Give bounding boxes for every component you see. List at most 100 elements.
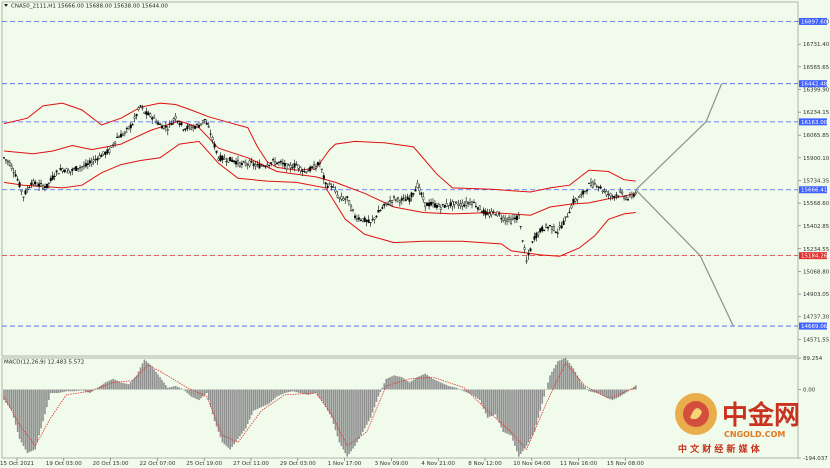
- candle-body: [194, 126, 197, 129]
- macd-bar: [416, 377, 419, 390]
- macd-bar: [414, 378, 417, 390]
- macd-bar: [280, 389, 282, 395]
- candle-body: [20, 190, 23, 192]
- candle-body: [209, 133, 212, 135]
- candle-body: [379, 210, 382, 212]
- level-label-4: 15184.26: [801, 254, 828, 260]
- macd-bar: [206, 389, 208, 394]
- candle-body: [92, 159, 95, 162]
- candle-body: [533, 236, 536, 240]
- candle-body: [225, 160, 228, 163]
- macd-bar: [609, 389, 612, 400]
- macd-bar: [268, 389, 270, 404]
- candle-body: [94, 158, 97, 160]
- candle-body: [359, 219, 362, 221]
- candle-body: [266, 164, 269, 167]
- candle-body: [108, 148, 111, 153]
- candle-body: [84, 163, 87, 167]
- candle-body: [141, 107, 144, 109]
- macd-bar: [274, 389, 276, 399]
- candle-body: [455, 201, 458, 204]
- macd-bar: [344, 389, 347, 454]
- macd-bar: [301, 389, 304, 394]
- candle-body: [418, 187, 421, 191]
- x-tick-label-10: 8 Nov 12:00: [468, 461, 502, 467]
- candle-body: [513, 217, 516, 220]
- candle-body: [268, 164, 271, 166]
- candle-body: [326, 185, 329, 188]
- macd-bar: [523, 389, 526, 449]
- macd-bar: [260, 389, 263, 408]
- macd-bar: [225, 389, 228, 446]
- macd-bar: [599, 389, 602, 395]
- candle-body: [523, 247, 526, 250]
- candle-body: [422, 196, 425, 201]
- candle-body: [30, 182, 33, 186]
- candle-body: [484, 210, 487, 216]
- candle-body: [391, 200, 394, 203]
- macd-bar: [270, 389, 272, 402]
- macd-bar: [420, 375, 423, 390]
- level-box-3: [799, 186, 827, 194]
- macd-bar: [601, 389, 604, 396]
- macd-bar: [625, 389, 627, 393]
- candle-body: [572, 198, 575, 204]
- x-tick-label-11: 10 Nov 04:00: [513, 461, 551, 467]
- macd-bar: [57, 389, 60, 394]
- candle-body: [508, 217, 511, 220]
- macd-bar: [16, 389, 19, 432]
- macd-bar: [418, 376, 421, 390]
- macd-bar: [531, 389, 534, 436]
- candle-body: [549, 225, 552, 227]
- candle-body: [511, 217, 514, 220]
- x-tick-label-3: 22 Oct 07:00: [139, 461, 175, 467]
- macd-bar: [539, 389, 542, 411]
- candle-body: [504, 218, 507, 221]
- macd-bar: [285, 389, 288, 393]
- macd-bar: [24, 389, 27, 450]
- candle-body: [560, 225, 563, 229]
- macd-bar: [143, 359, 146, 390]
- macd-y-tick-label-1: 0.00: [803, 388, 816, 394]
- candle-body: [65, 168, 68, 173]
- y-tick-label-6: 15900.10: [803, 156, 830, 162]
- candle-body: [160, 125, 163, 129]
- macd-bar: [490, 389, 493, 416]
- candle-body: [375, 215, 378, 217]
- candle-body: [435, 205, 438, 208]
- candle-body: [162, 125, 165, 129]
- macd-bar: [3, 389, 5, 401]
- candle-body: [276, 162, 279, 165]
- macd-bar: [362, 389, 364, 432]
- macd-bar: [537, 389, 540, 418]
- candle-body: [486, 213, 489, 215]
- candle-body: [510, 218, 513, 224]
- macd-bar: [436, 380, 438, 390]
- candle-body: [158, 123, 161, 125]
- macd-bar: [402, 378, 405, 390]
- candle-body: [55, 170, 58, 173]
- macd-bar: [457, 388, 460, 390]
- macd-bar: [53, 389, 56, 394]
- candle-body: [63, 170, 66, 173]
- candle-body: [149, 113, 152, 117]
- macd-bar: [635, 385, 637, 390]
- candle-body: [102, 151, 105, 155]
- macd-bar: [256, 389, 259, 409]
- macd-bar: [525, 389, 528, 446]
- candle-body: [630, 194, 633, 198]
- macd-bar: [118, 381, 120, 390]
- macd-bar: [619, 389, 621, 397]
- candle-body: [400, 198, 403, 201]
- candle-body: [10, 165, 13, 169]
- watermark-brand-cn: 中金网: [722, 400, 800, 431]
- candle-body: [133, 116, 136, 119]
- macd-bar: [163, 382, 165, 390]
- candle-body: [264, 166, 267, 168]
- macd-bar: [32, 389, 35, 451]
- macd-bar: [170, 386, 173, 390]
- macd-bar: [551, 371, 553, 390]
- candle-body: [244, 162, 247, 166]
- macd-bar: [321, 389, 323, 401]
- candle-body: [79, 167, 82, 169]
